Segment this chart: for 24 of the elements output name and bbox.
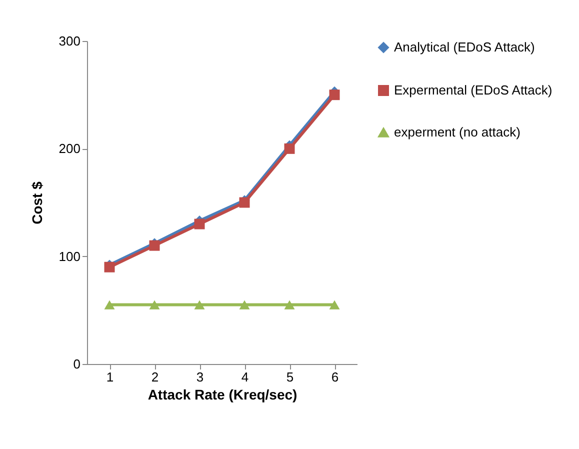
x-tick-label: 4 [241, 370, 249, 384]
point [149, 300, 160, 310]
legend-label: Analytical (EDoS Attack) [394, 40, 535, 54]
point [239, 300, 250, 310]
y-axis-title: Cost $ [28, 181, 45, 224]
y-tick-label: 300 [58, 34, 80, 48]
legend-label: Expermental (EDoS Attack) [394, 82, 552, 98]
point [284, 300, 295, 310]
x-tick-label: 6 [331, 370, 339, 384]
y-tick-label: 100 [58, 248, 80, 264]
point [194, 300, 205, 310]
y-tick-label: 200 [58, 141, 80, 156]
x-tick-label: 5 [286, 370, 294, 384]
point [194, 218, 205, 230]
x-axis-title: Attack Rate (Kreq/sec) [148, 386, 298, 402]
x-tick-label: 2 [151, 370, 159, 384]
x-tick-label: 3 [196, 370, 204, 384]
legend-label: experment (no attack) [394, 124, 520, 140]
x-tick-label: 1 [106, 370, 114, 384]
point [284, 143, 295, 154]
y-tick-label: 0 [73, 356, 80, 372]
point [329, 90, 340, 100]
point [329, 300, 340, 310]
point [104, 300, 115, 310]
